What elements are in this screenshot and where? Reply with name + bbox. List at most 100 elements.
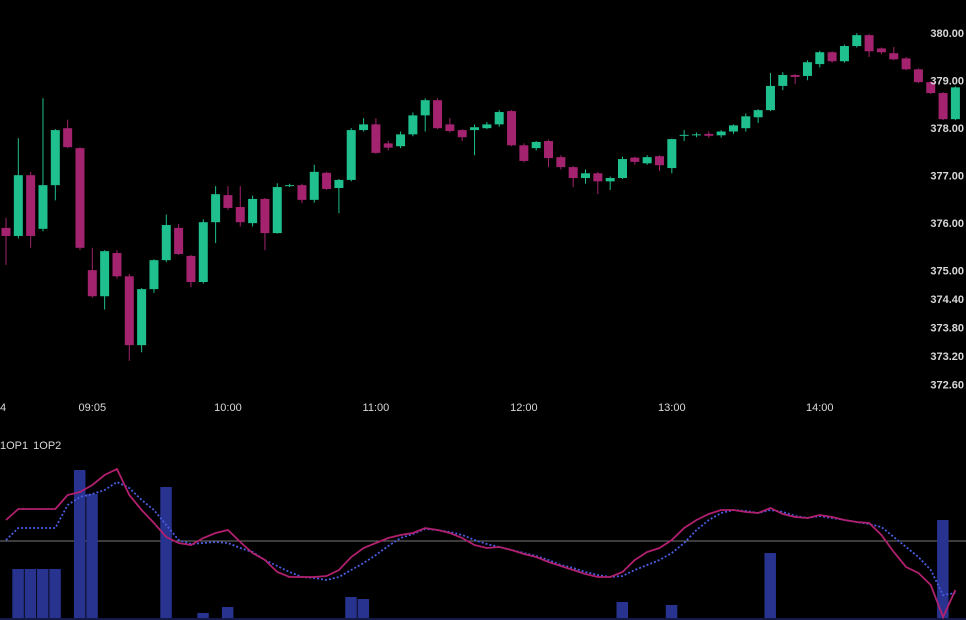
- candle-body: [839, 46, 849, 62]
- indicator-bar: [345, 597, 357, 618]
- candle-body: [618, 159, 627, 179]
- candle-body: [198, 222, 208, 283]
- y-tick-label: 380.00: [930, 28, 964, 40]
- indicator-bar: [49, 569, 61, 618]
- x-tick-label: 09:05: [79, 402, 107, 414]
- candle-body: [568, 167, 578, 179]
- indicator-bar: [24, 569, 37, 618]
- indicator-bar: [937, 520, 949, 618]
- x-tick-label: 13:00: [658, 402, 686, 414]
- candle-body: [112, 253, 122, 277]
- candle-body: [396, 134, 406, 147]
- x-tick-label: 14:00: [806, 402, 834, 414]
- candle-body: [38, 185, 48, 229]
- candle-body: [605, 178, 615, 182]
- candle-body: [433, 100, 443, 129]
- y-tick-label: 378.00: [930, 123, 964, 135]
- candle-body: [778, 75, 788, 86]
- candle-body: [211, 194, 221, 223]
- candle-body: [581, 173, 591, 179]
- candle-body: [334, 179, 344, 189]
- candle-body: [383, 143, 393, 148]
- candle-body: [322, 172, 332, 189]
- candle-body: [63, 128, 73, 148]
- candle-body: [87, 270, 97, 297]
- candle-body: [593, 173, 603, 182]
- candle-body: [507, 111, 517, 146]
- candle-body: [753, 110, 763, 118]
- candle-body: [864, 35, 874, 52]
- candle-body: [741, 116, 751, 129]
- y-tick-label: 376.00: [930, 218, 964, 230]
- candle-body: [827, 52, 837, 62]
- candle-body: [704, 133, 714, 136]
- candle-body: [716, 131, 726, 136]
- candle-body: [408, 115, 418, 135]
- date-label: 24: [0, 402, 6, 414]
- candle-body: [457, 130, 467, 138]
- candle-body: [556, 157, 566, 168]
- candle-body: [235, 206, 245, 223]
- indicator-line: [5, 480, 956, 596]
- indicator-bar: [764, 553, 776, 618]
- candle-body: [494, 112, 504, 125]
- candle-body: [654, 156, 664, 166]
- candle-body: [691, 134, 701, 136]
- candle-body: [174, 227, 184, 254]
- candle-body: [470, 127, 480, 131]
- candle-body: [790, 75, 800, 77]
- x-tick-label: 11:00: [363, 402, 390, 414]
- y-tick-label: 373.20: [930, 351, 964, 363]
- candle-body: [420, 100, 430, 116]
- candle-body: [75, 148, 85, 248]
- candle-body: [876, 48, 886, 53]
- indicator-bar: [616, 602, 628, 618]
- candle-body: [445, 124, 455, 132]
- indicator-bar: [197, 613, 209, 618]
- candle-body: [630, 157, 640, 162]
- candle-body: [802, 62, 812, 76]
- candle-body: [531, 141, 541, 149]
- candle-body: [482, 124, 492, 129]
- candle-body: [161, 225, 171, 261]
- indicator-bar: [73, 470, 86, 618]
- candle-body: [260, 198, 270, 234]
- y-tick-label: 377.00: [930, 171, 964, 183]
- indicator-bar: [12, 569, 24, 618]
- candle-body: [765, 85, 775, 111]
- candle-body: [186, 255, 196, 283]
- candle-body: [248, 198, 258, 224]
- legend-entry: 1OP1: [0, 440, 28, 452]
- y-tick-label: 374.40: [930, 294, 964, 306]
- indicator-bar: [221, 607, 234, 618]
- candle-body: [359, 124, 369, 131]
- indicator-bar: [160, 487, 172, 618]
- x-tick-label: 12:00: [510, 402, 538, 414]
- legend-entry: 1OP2: [33, 440, 61, 452]
- candle-body: [309, 171, 319, 200]
- y-tick-label: 375.00: [930, 265, 964, 277]
- candle-body: [938, 93, 948, 120]
- y-tick-label: 372.60: [930, 379, 964, 391]
- candle-body: [50, 130, 60, 186]
- candle-body: [679, 134, 689, 136]
- y-tick-label: 373.80: [930, 322, 964, 334]
- candle-body: [346, 130, 356, 180]
- y-tick-label: 379.00: [930, 76, 964, 88]
- indicator-bar: [36, 569, 49, 618]
- candle-body: [950, 87, 960, 120]
- candle-body: [149, 260, 159, 290]
- indicator-bar: [357, 599, 370, 618]
- candle-body: [371, 124, 381, 153]
- candle-body: [852, 35, 862, 47]
- candle-body: [297, 185, 307, 200]
- candle-body: [1, 227, 11, 236]
- candle-body: [642, 157, 652, 164]
- candle-body: [100, 251, 110, 297]
- candle-body: [728, 125, 738, 132]
- candle-body: [926, 82, 936, 94]
- candle-body: [285, 185, 295, 187]
- candle-body: [519, 145, 529, 161]
- x-tick-label: 10:00: [214, 402, 242, 414]
